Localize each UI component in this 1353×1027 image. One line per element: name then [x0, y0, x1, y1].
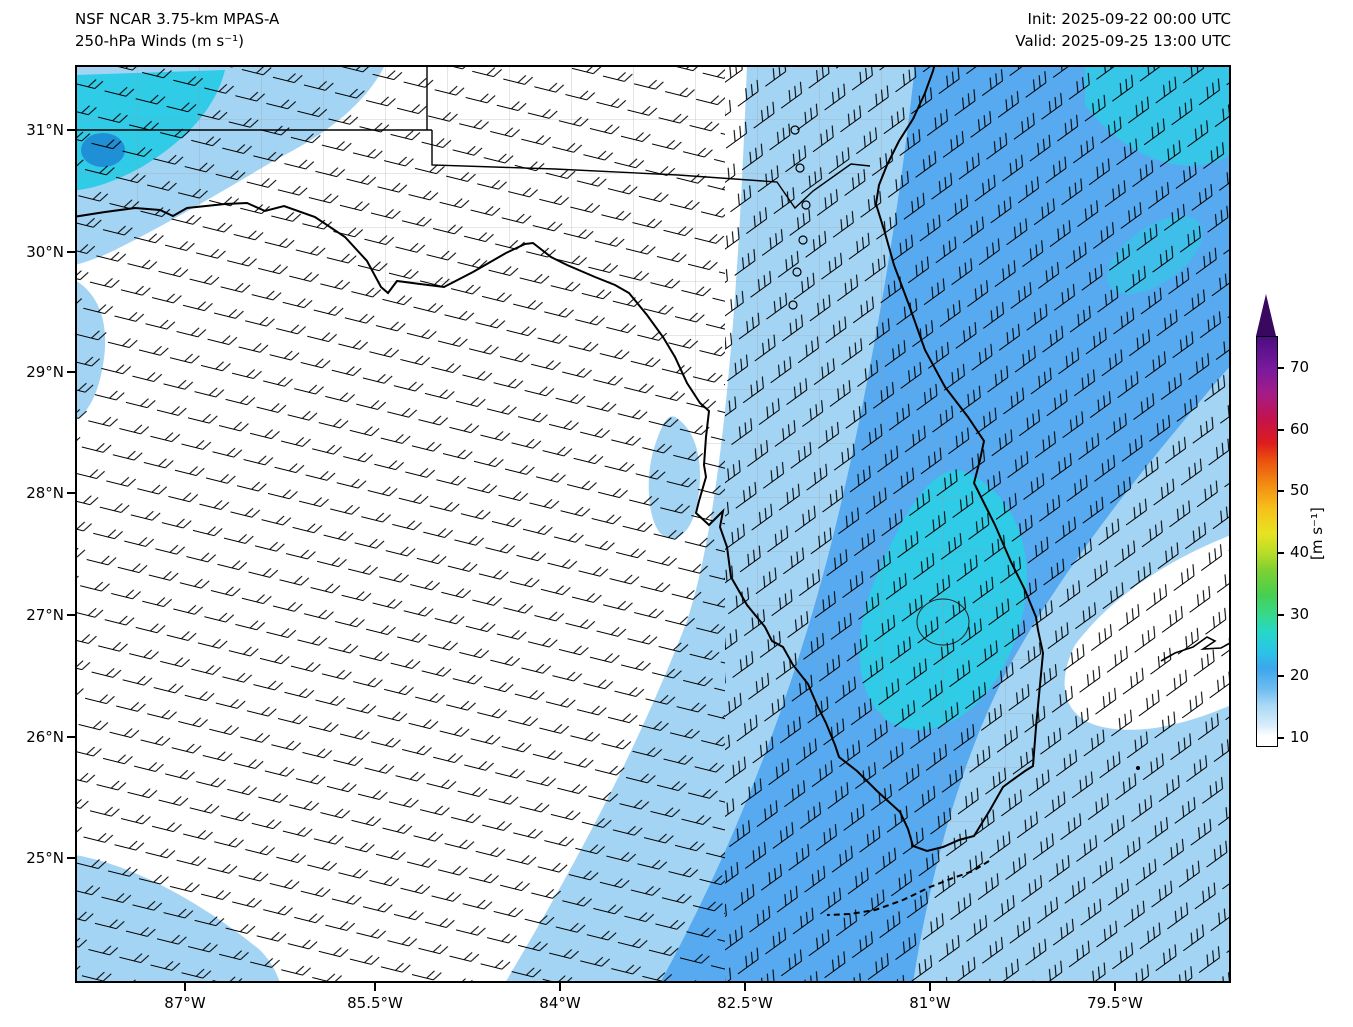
lon-tick-label: 84°W — [539, 994, 581, 1012]
lat-tick-label: 30°N — [26, 243, 64, 261]
colorbar-tick — [1278, 490, 1284, 492]
lat-tick-label: 25°N — [26, 849, 64, 867]
colorbar-tick — [1278, 552, 1284, 554]
lat-axis-tick — [67, 492, 75, 494]
lat-axis-tick — [67, 736, 75, 738]
lat-axis-tick — [67, 614, 75, 616]
lon-axis-tick — [1114, 983, 1116, 991]
lon-axis-tick — [559, 983, 561, 991]
lat-tick-label: 31°N — [26, 121, 64, 139]
colorbar-tick — [1278, 675, 1284, 677]
colorbar-tick-label: 10 — [1290, 728, 1310, 746]
lon-axis-tick — [929, 983, 931, 991]
time-block: Init: 2025-09-22 00:00 UTC Valid: 2025-0… — [1015, 8, 1231, 52]
init-time: Init: 2025-09-22 00:00 UTC — [1027, 10, 1231, 28]
lon-tick-label: 85.5°W — [347, 994, 403, 1012]
lat-tick-label: 29°N — [26, 363, 64, 381]
colorbar-units-label: [m s⁻¹] — [1308, 507, 1326, 560]
lon-axis-tick — [744, 983, 746, 991]
map-frame — [35, 25, 1271, 1025]
lon-tick-label: 82.5°W — [717, 994, 773, 1012]
colorbar-tick-label: 40 — [1290, 543, 1310, 561]
valid-time: Valid: 2025-09-25 13:00 UTC — [1015, 32, 1231, 50]
colorbar-tick — [1278, 367, 1284, 369]
lat-tick-label: 28°N — [26, 484, 64, 502]
colorbar-tick — [1278, 737, 1284, 739]
lat-axis-tick — [67, 129, 75, 131]
lat-axis-tick — [67, 251, 75, 253]
colorbar-tick — [1278, 429, 1284, 431]
lon-tick-label: 87°W — [164, 994, 206, 1012]
colorbar-tick-label: 20 — [1290, 666, 1310, 684]
colorbar-tick-label: 60 — [1290, 420, 1310, 438]
colorbar-extend-arrow — [1256, 294, 1276, 336]
colorbar-tick — [1278, 614, 1284, 616]
map-border — [75, 65, 1231, 983]
colorbar — [1256, 336, 1278, 747]
field-title: 250-hPa Winds (m s⁻¹) — [75, 32, 244, 50]
weather-map — [35, 25, 1271, 1025]
lat-axis-tick — [67, 857, 75, 859]
lon-tick-label: 81°W — [909, 994, 951, 1012]
title-block: NSF NCAR 3.75-km MPAS-A 250-hPa Winds (m… — [75, 8, 279, 52]
wind-barbs-layer — [35, 25, 1271, 1025]
lon-tick-label: 79.5°W — [1087, 994, 1143, 1012]
colorbar-tick-label: 70 — [1290, 358, 1310, 376]
lat-tick-label: 26°N — [26, 728, 64, 746]
lat-tick-label: 27°N — [26, 606, 64, 624]
lat-axis-tick — [67, 371, 75, 373]
model-title: NSF NCAR 3.75-km MPAS-A — [75, 10, 280, 28]
lon-axis-tick — [184, 983, 186, 991]
colorbar-tick-label: 50 — [1290, 481, 1310, 499]
colorbar-tick-label: 30 — [1290, 605, 1310, 623]
lon-axis-tick — [374, 983, 376, 991]
